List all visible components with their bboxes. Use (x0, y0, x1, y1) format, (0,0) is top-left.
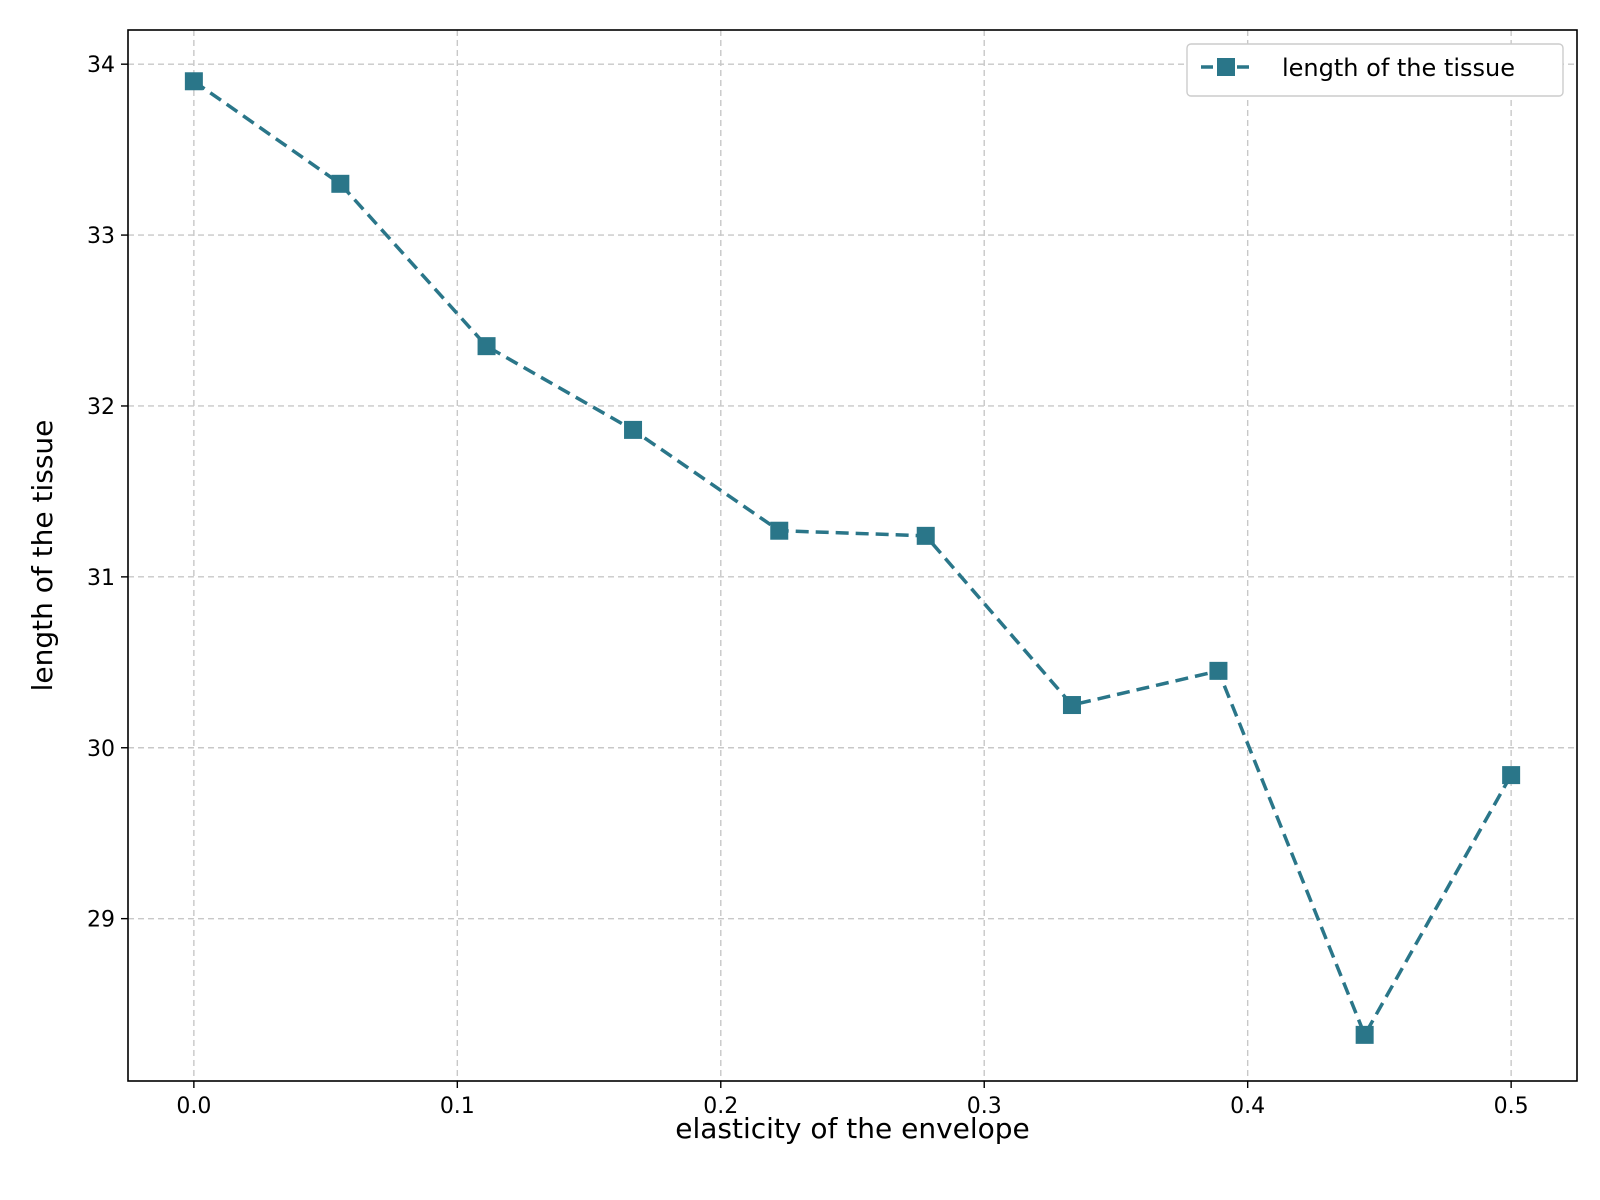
data-point-marker (916, 526, 935, 545)
data-point-marker (331, 174, 350, 193)
y-tick-label: 30 (87, 737, 115, 762)
y-tick-label: 34 (87, 53, 115, 78)
x-tick-label: 0.0 (176, 1094, 211, 1119)
y-tick-label: 33 (87, 224, 115, 249)
data-point-marker (1209, 661, 1228, 680)
legend-label: length of the tissue (1282, 54, 1515, 82)
x-gridlines (193, 30, 1512, 1081)
data-point-marker (477, 337, 496, 356)
plot-area-frame (127, 29, 1578, 1082)
y-gridlines (128, 63, 1577, 920)
data-point-marker (1355, 1025, 1374, 1044)
series-line (192, 79, 1513, 1037)
x-tick-label: 0.2 (703, 1094, 738, 1119)
data-point-marker (1502, 766, 1521, 785)
legend-marker-square-icon (1217, 58, 1235, 76)
x-tick-label: 0.4 (1230, 1094, 1265, 1119)
x-axis-label: elasticity of the envelope (675, 1112, 1030, 1145)
x-tick-label: 0.1 (440, 1094, 475, 1119)
y-tick-label: 32 (87, 395, 115, 420)
y-tick-label: 29 (87, 908, 115, 933)
data-point-marker (184, 72, 203, 91)
data-point-marker (1062, 696, 1081, 715)
legend: length of the tissue (1186, 43, 1564, 97)
y-axis-ticks: 29 30 31 32 33 34 (87, 53, 128, 933)
x-axis-ticks: 0.0 0.1 0.2 0.3 0.4 0.5 (176, 1081, 1529, 1119)
data-point-marker (624, 420, 643, 439)
legend-box (1186, 43, 1564, 97)
y-tick-label: 31 (87, 566, 115, 591)
x-tick-label: 0.5 (1494, 1094, 1529, 1119)
series-layer (184, 72, 1521, 1044)
y-axis-label: length of the tissue (26, 420, 59, 692)
x-tick-label: 0.3 (967, 1094, 1002, 1119)
data-point-marker (770, 521, 789, 540)
